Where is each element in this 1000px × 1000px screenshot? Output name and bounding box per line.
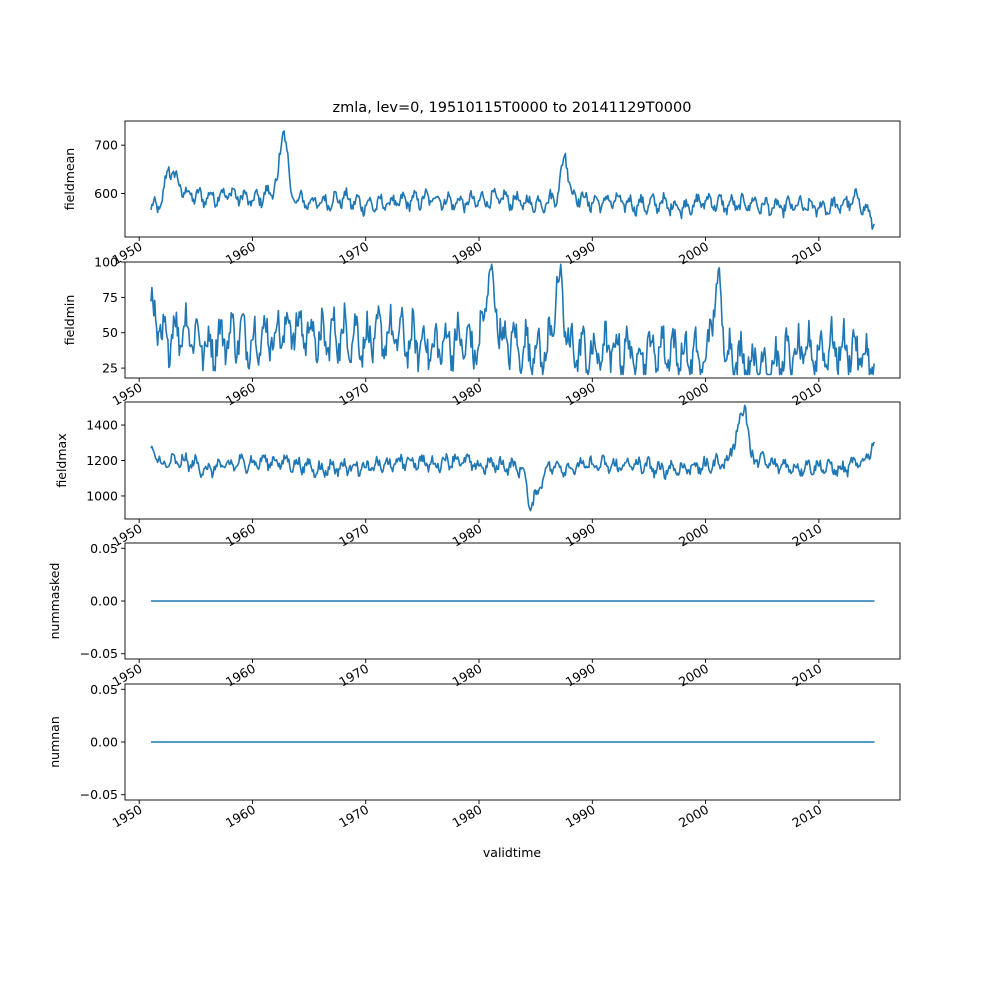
y-tick-label: 0.00 (90, 594, 118, 609)
series-line-fieldmean (150, 130, 875, 230)
x-axis-label: validtime (483, 845, 541, 860)
y-axis-label: numnan (47, 716, 62, 768)
y-axis-label: fieldmean (62, 148, 77, 210)
y-tick-label: 25 (102, 361, 118, 376)
y-tick-label: 50 (102, 325, 118, 340)
y-axis-label: nummasked (47, 563, 62, 640)
y-tick-label: 600 (94, 186, 118, 201)
y-tick-label: 1400 (86, 418, 118, 433)
y-tick-label: −0.05 (80, 646, 118, 661)
axes-frame (124, 261, 901, 379)
y-tick-label: 0.00 (90, 735, 118, 750)
y-tick-label: 1000 (86, 488, 118, 503)
chart-title: zmla, lev=0, 19510115T0000 to 20141129T0… (333, 100, 692, 116)
y-tick-label: 75 (102, 290, 118, 305)
series-line-fieldmax (150, 404, 875, 512)
y-tick-label: 0.05 (90, 541, 118, 556)
y-tick-label: 700 (94, 138, 118, 153)
axes-frame (124, 120, 901, 238)
y-tick-label: 100 (94, 255, 118, 270)
y-tick-label: 1200 (86, 453, 118, 468)
y-tick-label: 0.05 (90, 682, 118, 697)
series-line-fieldmin (150, 263, 875, 376)
y-tick-label: −0.05 (80, 787, 118, 802)
y-axis-label: fieldmin (62, 295, 77, 346)
y-axis-label: fieldmax (54, 433, 69, 487)
